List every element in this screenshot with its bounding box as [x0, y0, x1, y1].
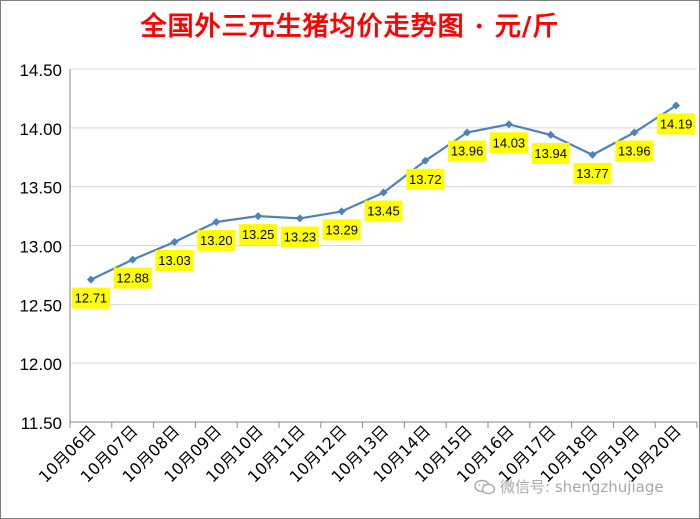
data-label: 13.72 [409, 172, 442, 187]
data-label: 12.71 [75, 291, 108, 306]
data-label-bg [155, 249, 194, 271]
data-label-bg [657, 113, 696, 135]
data-label-bg [322, 219, 361, 241]
data-point [463, 128, 472, 137]
data-label-bg [239, 224, 278, 246]
data-label-bg [448, 140, 487, 162]
wechat-icon [474, 479, 496, 495]
data-point [421, 156, 430, 165]
axes [69, 69, 698, 428]
y-tick-label: 12.50 [19, 296, 62, 315]
data-point [504, 120, 513, 129]
data-point [546, 130, 555, 139]
data-label: 13.20 [200, 233, 233, 248]
y-tick-label: 13.00 [19, 238, 62, 257]
y-tick-labels: 11.50 12.00 12.50 13.00 13.50 14.00 14.50 [19, 61, 62, 433]
data-point [337, 207, 346, 216]
data-label: 13.96 [618, 144, 651, 159]
data-label: 14.19 [660, 116, 693, 131]
series-line [86, 101, 681, 284]
data-point [379, 188, 388, 197]
data-label-bg [489, 132, 528, 154]
data-label-bg [364, 200, 403, 222]
y-tick-label: 11.50 [21, 414, 62, 433]
data-label-bg [197, 229, 236, 251]
data-point [128, 255, 137, 264]
data-label: 13.77 [576, 166, 609, 181]
watermark: 微信号: shengzhujiage [474, 476, 664, 497]
data-label: 12.88 [116, 271, 149, 286]
y-tick-label: 14.00 [19, 120, 62, 139]
data-label: 13.45 [367, 204, 400, 219]
data-point [295, 214, 304, 223]
data-label-bg [573, 162, 612, 184]
data-label-bg [406, 168, 445, 190]
data-label: 13.03 [158, 253, 191, 268]
y-tick-label: 13.50 [19, 179, 62, 198]
data-point [170, 237, 179, 246]
data-label-bg [280, 226, 319, 248]
data-label-bg [71, 287, 110, 309]
data-label-bg [113, 267, 152, 289]
data-point [672, 101, 681, 110]
data-point [86, 275, 95, 284]
data-point [212, 217, 221, 226]
watermark-text: 微信号: shengzhujiage [500, 478, 664, 496]
data-labels: 12.71 12.88 13.03 13.20 13.25 13.23 13.29 13.45… [71, 113, 696, 309]
data-label: 13.94 [534, 146, 567, 161]
chart-title: 全国外三元生猪均价走势图 · 元/斤 [140, 12, 560, 42]
data-label: 13.29 [325, 222, 358, 237]
data-label-bg [615, 140, 654, 162]
data-point [630, 128, 639, 137]
data-label: 14.03 [493, 135, 526, 150]
y-tick-label: 12.00 [19, 355, 62, 374]
data-point [588, 150, 597, 159]
data-label: 13.96 [451, 144, 484, 159]
y-tick-label: 14.50 [19, 61, 62, 80]
data-label-bg [531, 142, 570, 164]
data-label: 13.25 [242, 227, 275, 242]
gridlines [70, 68, 697, 364]
data-label: 13.23 [284, 229, 317, 244]
data-point [254, 212, 263, 221]
